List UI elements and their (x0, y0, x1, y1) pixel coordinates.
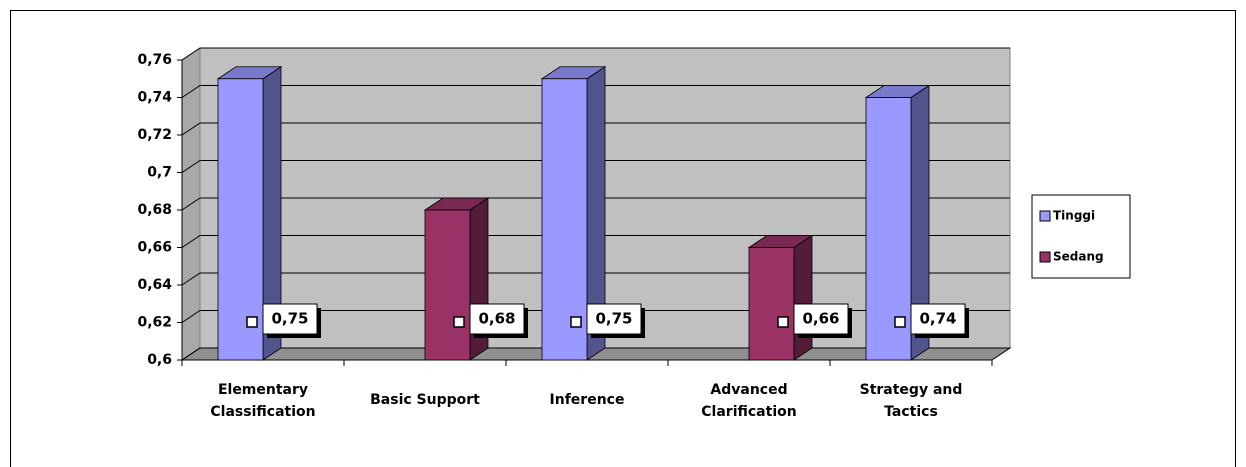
x-tick-label: Inference (550, 392, 625, 408)
bar-group: 0,74 (864, 84, 969, 361)
grid-line (181, 197, 1010, 211)
data-label-box (469, 303, 525, 335)
data-label: 0,75 (271, 310, 308, 328)
grid-line (181, 347, 1010, 361)
data-label-marker (453, 316, 465, 328)
y-tick-label: 0,76 (137, 52, 172, 68)
grid-line (181, 160, 1010, 173)
bar-side (793, 234, 813, 361)
y-tick-label: 0,66 (137, 240, 172, 256)
bar (748, 247, 795, 361)
grid-line (181, 272, 1010, 286)
x-tick-label: Advanced Clarification (701, 382, 796, 420)
bar (424, 209, 471, 361)
bar (217, 78, 264, 361)
data-label: 0,68 (478, 310, 515, 328)
y-tick-label: 0,64 (137, 277, 172, 293)
y-tick-label: 0,7 (147, 165, 172, 181)
grid-line (181, 85, 1010, 98)
bar-group: 0,75 (216, 66, 321, 361)
data-label: 0,66 (802, 310, 839, 328)
x-tick-label: Basic Support (370, 392, 480, 408)
data-label-box (910, 303, 966, 335)
grid-line (181, 310, 1010, 323)
x-tick-label: Elementary Classification (210, 382, 315, 420)
y-tick-label: 0,6 (147, 352, 172, 368)
legend-swatch (1039, 251, 1051, 263)
bar-group: 0,68 (423, 197, 528, 361)
legend-label: Sedang (1053, 250, 1104, 264)
data-label-marker (777, 316, 789, 328)
y-tick-label: 0,72 (137, 127, 172, 143)
data-label-box (793, 303, 849, 335)
y-tick-label: 0,62 (137, 315, 172, 331)
grid-line (181, 122, 1010, 136)
bar-group: 0,66 (747, 234, 852, 361)
data-label-marker (570, 316, 582, 328)
grid-line (181, 235, 1010, 248)
data-label-box (262, 303, 318, 335)
grid-line (181, 47, 1010, 61)
data-label-marker (894, 316, 906, 328)
x-tick-label: Strategy and Tactics (860, 382, 963, 420)
data-label: 0,74 (919, 310, 956, 328)
legend-label: Tinggi (1053, 209, 1095, 223)
bar-group: 0,75 (540, 66, 645, 361)
data-label-box (586, 303, 642, 335)
legend-box (1031, 194, 1131, 279)
data-label: 0,75 (595, 310, 632, 328)
data-label-marker (246, 316, 258, 328)
bar (541, 78, 588, 361)
y-tick-label: 0,68 (137, 202, 172, 218)
y-tick-label: 0,74 (137, 90, 172, 106)
legend-swatch (1039, 210, 1051, 222)
